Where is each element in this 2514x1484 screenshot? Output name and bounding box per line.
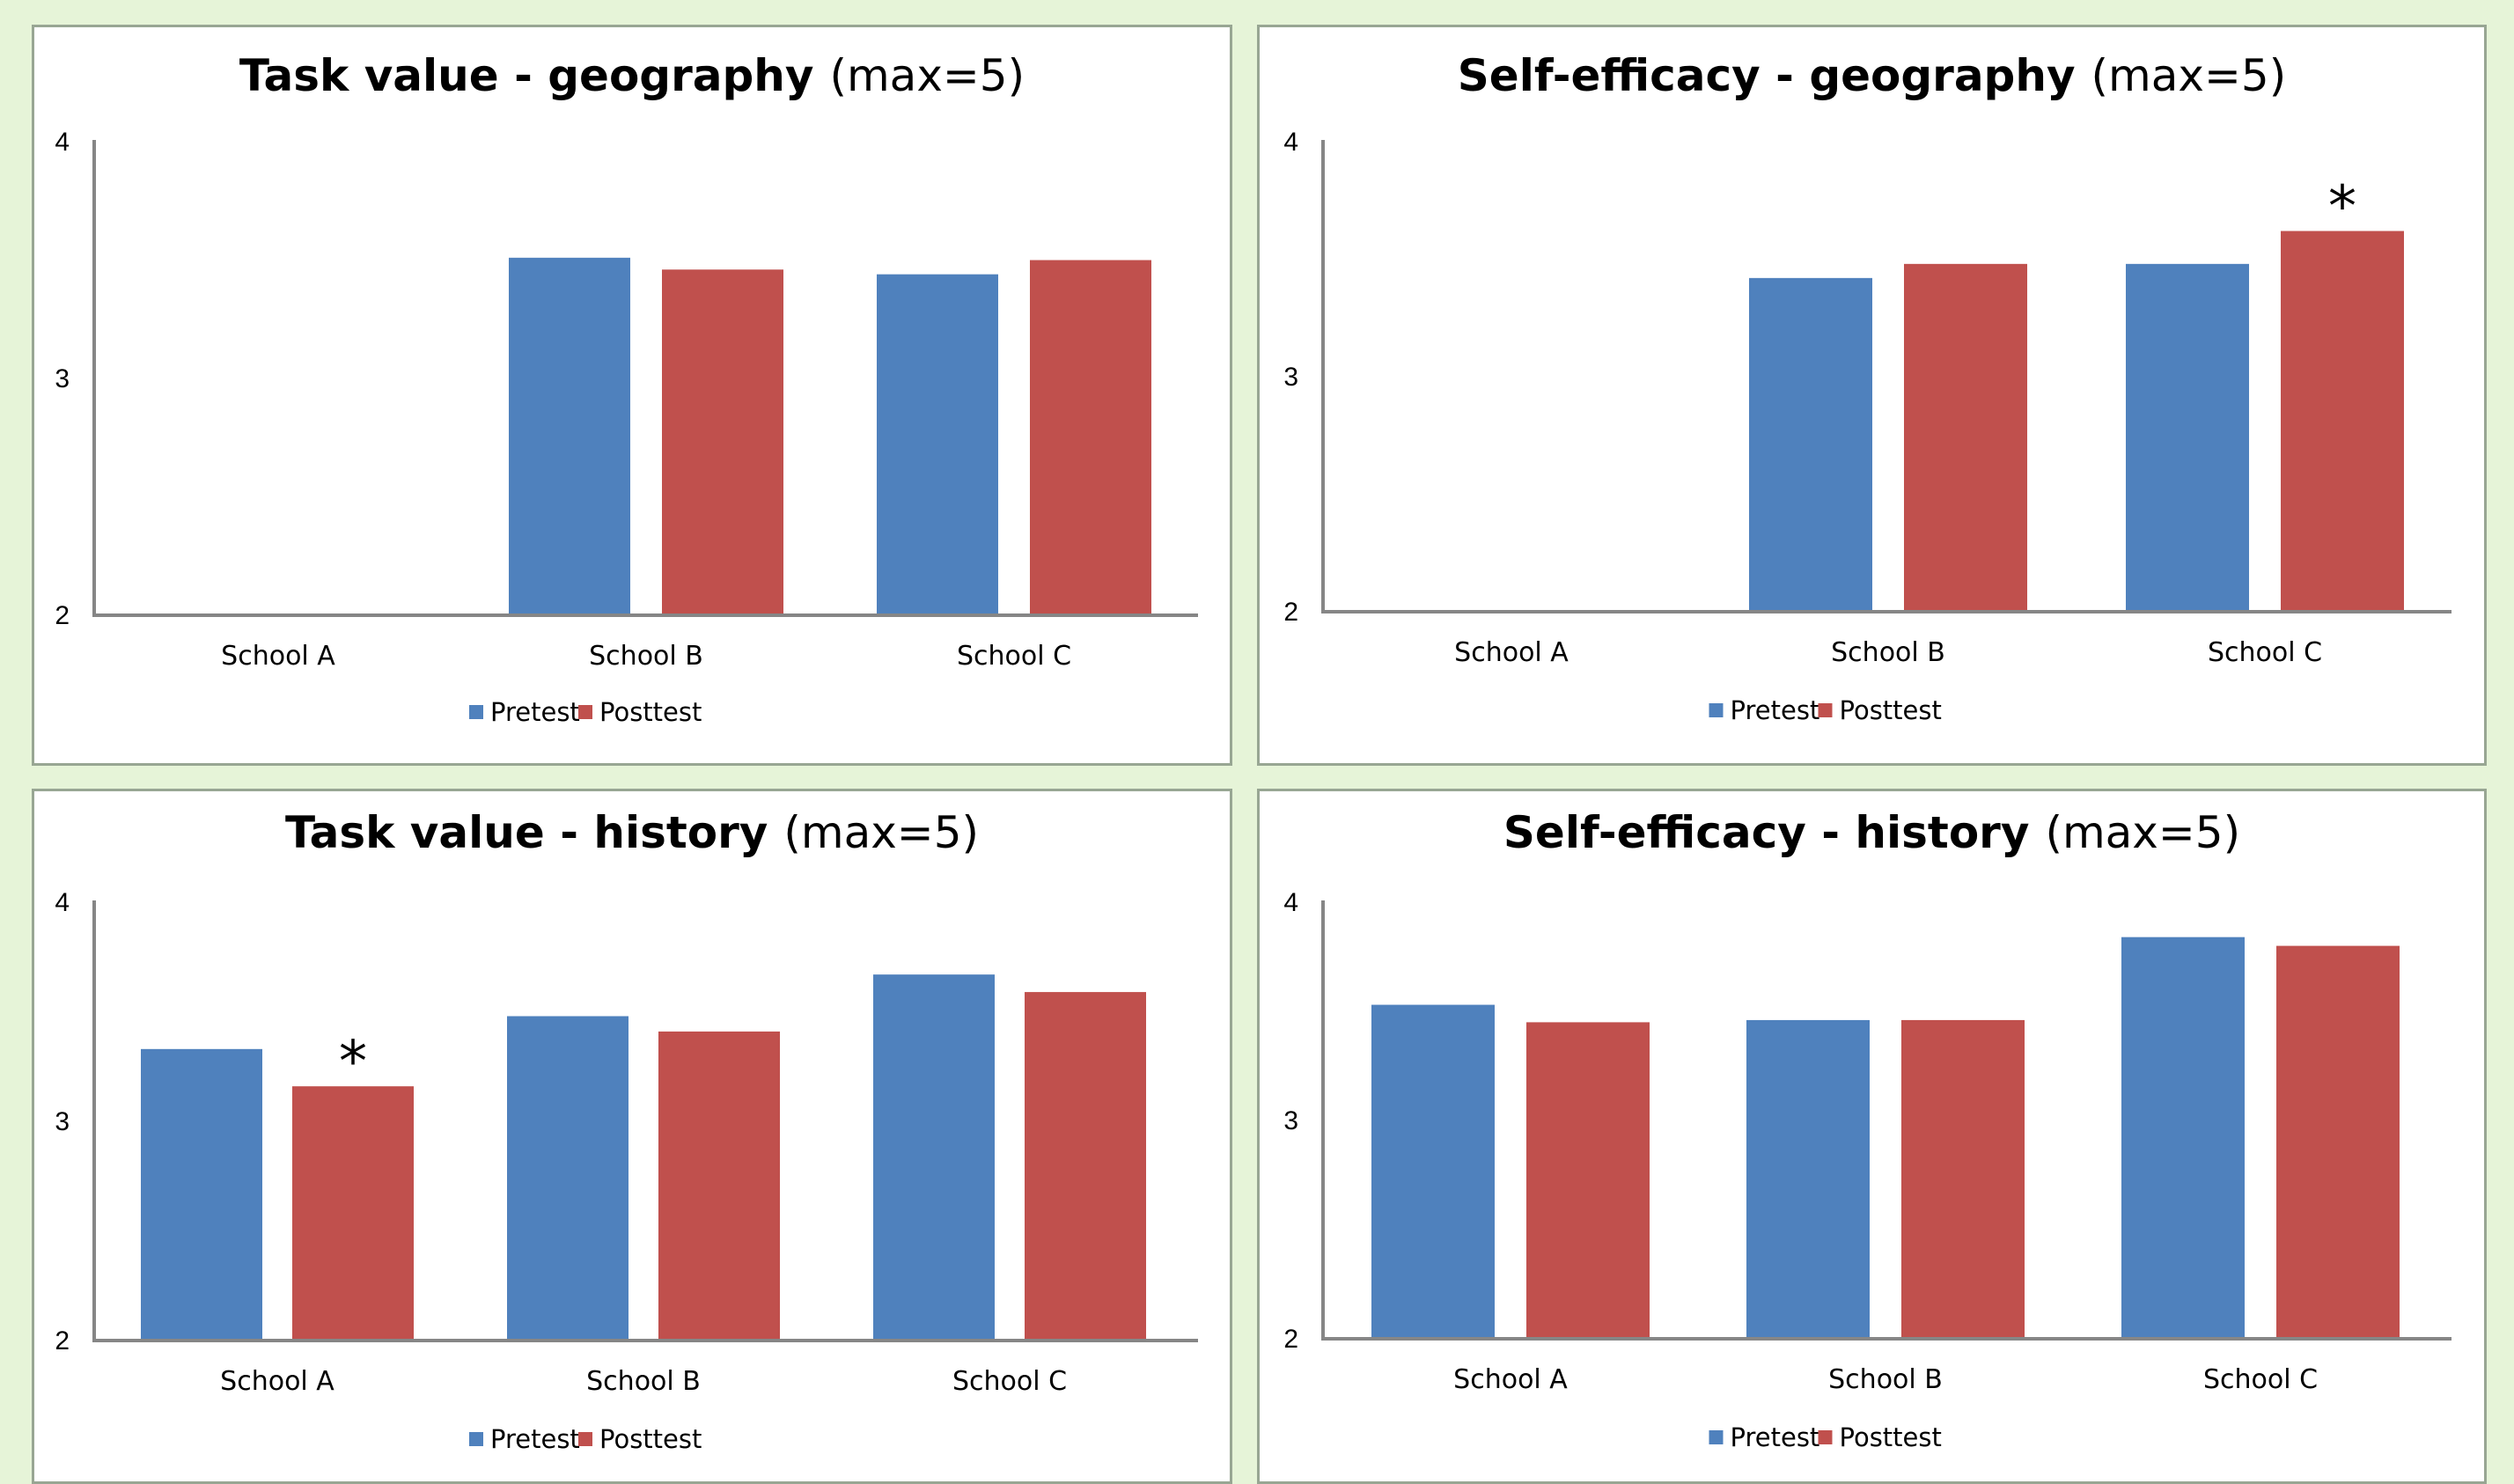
- chart-title-main: Self-efficacy - geography: [1458, 50, 2076, 101]
- category-label: School C: [957, 641, 1071, 672]
- y-tick-label: 2: [1283, 1325, 1298, 1354]
- y-tick-label: 3: [55, 1107, 70, 1136]
- bar-pretest: [1371, 1004, 1495, 1339]
- chart-title-suffix: (max=5): [2091, 50, 2287, 101]
- bar-pretest: [1746, 1019, 1870, 1339]
- legend: Pretest Posttest: [469, 1424, 702, 1454]
- y-tick-label: 3: [1283, 363, 1298, 392]
- legend-label-pretest: Pretest: [490, 697, 580, 727]
- legend-label-posttest: Posttest: [1840, 695, 1942, 725]
- bar-pretest: [141, 1048, 262, 1341]
- legend-label-pretest: Pretest: [1731, 1422, 1820, 1452]
- y-tick-label: 4: [55, 888, 70, 917]
- chart-panel-self-efficacy-history: Self-efficacy - history (max=5) 2 3 4 School …: [1257, 789, 2487, 1484]
- chart-title-suffix: (max=5): [829, 50, 1025, 101]
- chart-panel-task-value-history: Task value - history (max=5) 2 3 4 School A Sc…: [32, 789, 1232, 1484]
- category-label: School C: [952, 1366, 1067, 1397]
- y-tick-label: 4: [1283, 888, 1298, 917]
- legend-label-posttest: Posttest: [599, 1424, 702, 1454]
- bar-posttest: [1526, 1022, 1650, 1339]
- significance-star: *: [339, 1030, 367, 1095]
- legend-swatch-pretest: [1709, 1430, 1724, 1444]
- y-tick-label: 3: [1283, 1106, 1298, 1135]
- chart-title-main: Task value - history: [285, 807, 768, 858]
- bar-pretest: [2121, 937, 2245, 1339]
- bar-posttest: [2276, 945, 2400, 1339]
- category-label: School C: [2208, 637, 2322, 668]
- legend: Pretest Posttest: [1709, 695, 1942, 725]
- bar-pretest: [2126, 263, 2249, 612]
- chart-title-main: Self-efficacy - history: [1503, 807, 2030, 858]
- legend-swatch-pretest: [1709, 703, 1724, 717]
- y-tick-label: 4: [55, 128, 70, 157]
- y-tick-label: 2: [1283, 598, 1298, 627]
- category-label: School B: [1831, 637, 1945, 668]
- chart-svg: Task value - geography (max=5) 2 3 4 School A…: [55, 50, 1198, 727]
- chart-title-suffix: (max=5): [2045, 807, 2240, 858]
- legend-swatch-posttest: [1818, 703, 1833, 717]
- category-label: School A: [1454, 637, 1569, 668]
- legend-swatch-pretest: [469, 1432, 483, 1446]
- y-tick-label: 3: [55, 364, 70, 393]
- chart-title: Task value - geography (max=5): [239, 50, 1025, 101]
- chart-title-main: Task value - geography: [239, 50, 814, 101]
- category-label: School B: [589, 641, 703, 672]
- chart-title: Self-efficacy - geography (max=5): [1458, 50, 2286, 101]
- chart-title: Self-efficacy - history (max=5): [1503, 807, 2240, 858]
- bar-pretest: [1749, 277, 1872, 612]
- legend: Pretest Posttest: [1709, 1422, 1942, 1452]
- chart-panel-task-value-geography: Task value - geography (max=5) 2 3 4 School A…: [32, 25, 1232, 766]
- category-label: School C: [2203, 1364, 2318, 1395]
- category-label: School A: [221, 641, 335, 672]
- legend-label-pretest: Pretest: [490, 1424, 580, 1454]
- y-tick-label: 4: [1283, 128, 1298, 157]
- category-label: School A: [1453, 1364, 1568, 1395]
- bar-pretest: [509, 257, 630, 615]
- chart-svg: Task value - history (max=5) 2 3 4 School A Sc…: [55, 807, 1198, 1454]
- bar-posttest: [1901, 1019, 2025, 1339]
- legend-label-pretest: Pretest: [1731, 695, 1820, 725]
- y-tick-label: 2: [55, 601, 70, 630]
- chart-title-suffix: (max=5): [783, 807, 979, 858]
- bar-posttest: [1030, 260, 1151, 615]
- category-label: School B: [1828, 1364, 1943, 1395]
- legend-label-posttest: Posttest: [1840, 1422, 1942, 1452]
- category-label: School A: [220, 1366, 334, 1397]
- bar-posttest: [292, 1086, 414, 1341]
- chart-panel-self-efficacy-geography: Self-efficacy - geography (max=5) 2 3 4 Schoo…: [1257, 25, 2487, 766]
- chart-svg: Self-efficacy - history (max=5) 2 3 4 School …: [1283, 807, 2452, 1452]
- y-tick-label: 2: [55, 1326, 70, 1355]
- chart-svg: Self-efficacy - geography (max=5) 2 3 4 Schoo…: [1283, 50, 2452, 725]
- significance-star: *: [2328, 174, 2356, 239]
- bar-posttest: [658, 1031, 780, 1341]
- bar-posttest: [2281, 231, 2404, 612]
- legend-swatch-posttest: [578, 1432, 592, 1446]
- bar-pretest: [873, 974, 995, 1341]
- chart-title: Task value - history (max=5): [285, 807, 979, 858]
- legend-swatch-posttest: [1818, 1430, 1833, 1444]
- bar-posttest: [662, 269, 783, 615]
- category-label: School B: [586, 1366, 701, 1397]
- bar-posttest: [1904, 263, 2027, 612]
- legend-swatch-posttest: [578, 705, 592, 719]
- bar-pretest: [507, 1016, 628, 1341]
- bar-pretest: [877, 274, 998, 615]
- bar-posttest: [1025, 992, 1146, 1341]
- legend-swatch-pretest: [469, 705, 483, 719]
- legend-label-posttest: Posttest: [599, 697, 702, 727]
- legend: Pretest Posttest: [469, 697, 702, 727]
